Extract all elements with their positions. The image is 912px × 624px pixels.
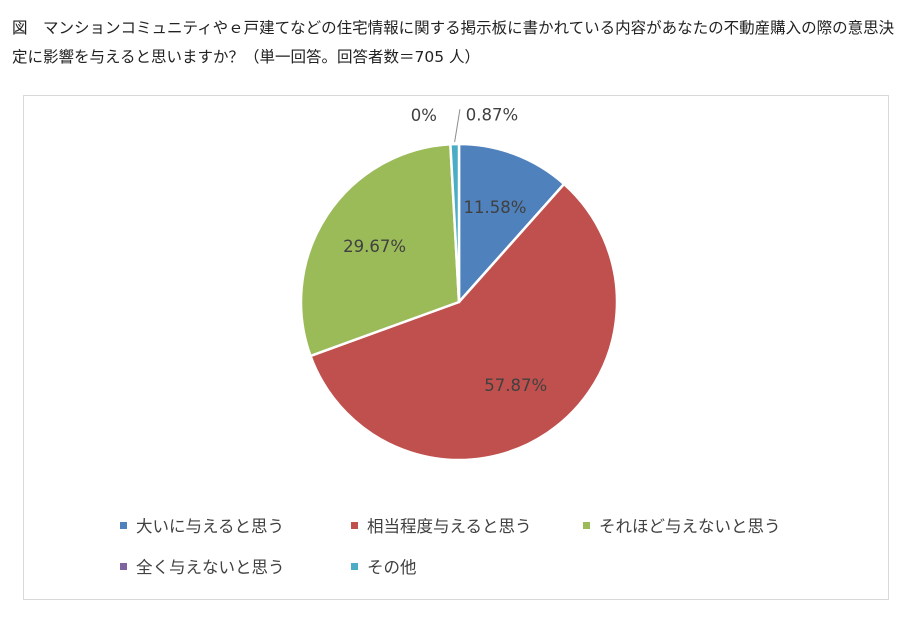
legend-swatch-5 bbox=[351, 562, 358, 570]
pie-slice-1 bbox=[457, 142, 566, 304]
data-label-3: 29.67% bbox=[343, 237, 406, 256]
legend-label-5: その他 bbox=[367, 558, 417, 577]
legend-item-1: 大いに与えると思う bbox=[120, 513, 284, 537]
pie-slice-3 bbox=[299, 142, 461, 358]
legend-swatch-3 bbox=[583, 521, 590, 529]
data-label-2: 57.87% bbox=[484, 376, 547, 395]
data-label-4: 0% bbox=[411, 106, 437, 125]
legend-item-2: 相当程度与えると思う bbox=[351, 513, 532, 537]
legend-label-3: それほど与えないと思う bbox=[599, 517, 781, 536]
pie-chart: 11.58% 57.87% 29.67% 0% 0.87% bbox=[299, 106, 619, 462]
legend-swatch-2 bbox=[351, 521, 358, 529]
legend-item-5: その他 bbox=[351, 554, 417, 578]
legend-item-4: 全く与えないと思う bbox=[120, 554, 285, 578]
legend-label-2: 相当程度与えると思う bbox=[367, 517, 532, 536]
leader-line-5 bbox=[454, 109, 461, 143]
figure-caption: 図 マンションコミュニティやｅ戸建てなどの住宅情報に関する掲示板に書かれている内… bbox=[12, 19, 895, 66]
chart-frame: 11.58% 57.87% 29.67% 0% 0.87% 大いに与えると思う 相当程度与… bbox=[23, 95, 889, 600]
pie-slice-2 bbox=[309, 182, 619, 462]
legend-swatch-1 bbox=[120, 521, 127, 529]
pie-slice-5 bbox=[449, 142, 461, 304]
legend-label-1: 大いに与えると思う bbox=[136, 517, 285, 536]
data-label-5: 0.87% bbox=[466, 106, 518, 125]
legend-item-3: それほど与えないと思う bbox=[583, 513, 781, 537]
data-label-1: 11.58% bbox=[464, 198, 527, 217]
legend-label-4: 全く与えないと思う bbox=[136, 558, 285, 577]
legend-swatch-4 bbox=[120, 562, 127, 570]
